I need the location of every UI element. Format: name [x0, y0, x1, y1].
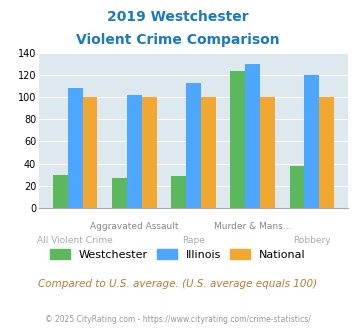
Bar: [290, 166, 304, 208]
Text: Robbery: Robbery: [293, 236, 331, 245]
Bar: [53, 175, 68, 208]
Bar: [304, 75, 319, 208]
Text: Aggravated Assault: Aggravated Assault: [90, 222, 179, 231]
Bar: [186, 83, 201, 208]
Bar: [201, 97, 215, 208]
Bar: [127, 95, 142, 208]
Text: Rape: Rape: [182, 236, 205, 245]
Bar: [245, 64, 260, 208]
Bar: [112, 178, 127, 208]
Text: All Violent Crime: All Violent Crime: [37, 236, 113, 245]
Bar: [171, 176, 186, 208]
Text: Murder & Mans...: Murder & Mans...: [214, 222, 291, 231]
Text: © 2025 CityRating.com - https://www.cityrating.com/crime-statistics/: © 2025 CityRating.com - https://www.city…: [45, 315, 310, 324]
Bar: [83, 97, 97, 208]
Text: Violent Crime Comparison: Violent Crime Comparison: [76, 33, 279, 47]
Text: 2019 Westchester: 2019 Westchester: [107, 10, 248, 24]
Bar: [230, 71, 245, 208]
Bar: [68, 88, 83, 208]
Text: Compared to U.S. average. (U.S. average equals 100): Compared to U.S. average. (U.S. average …: [38, 279, 317, 289]
Legend: Westchester, Illinois, National: Westchester, Illinois, National: [45, 245, 310, 264]
Bar: [260, 97, 275, 208]
Bar: [142, 97, 157, 208]
Bar: [319, 97, 334, 208]
